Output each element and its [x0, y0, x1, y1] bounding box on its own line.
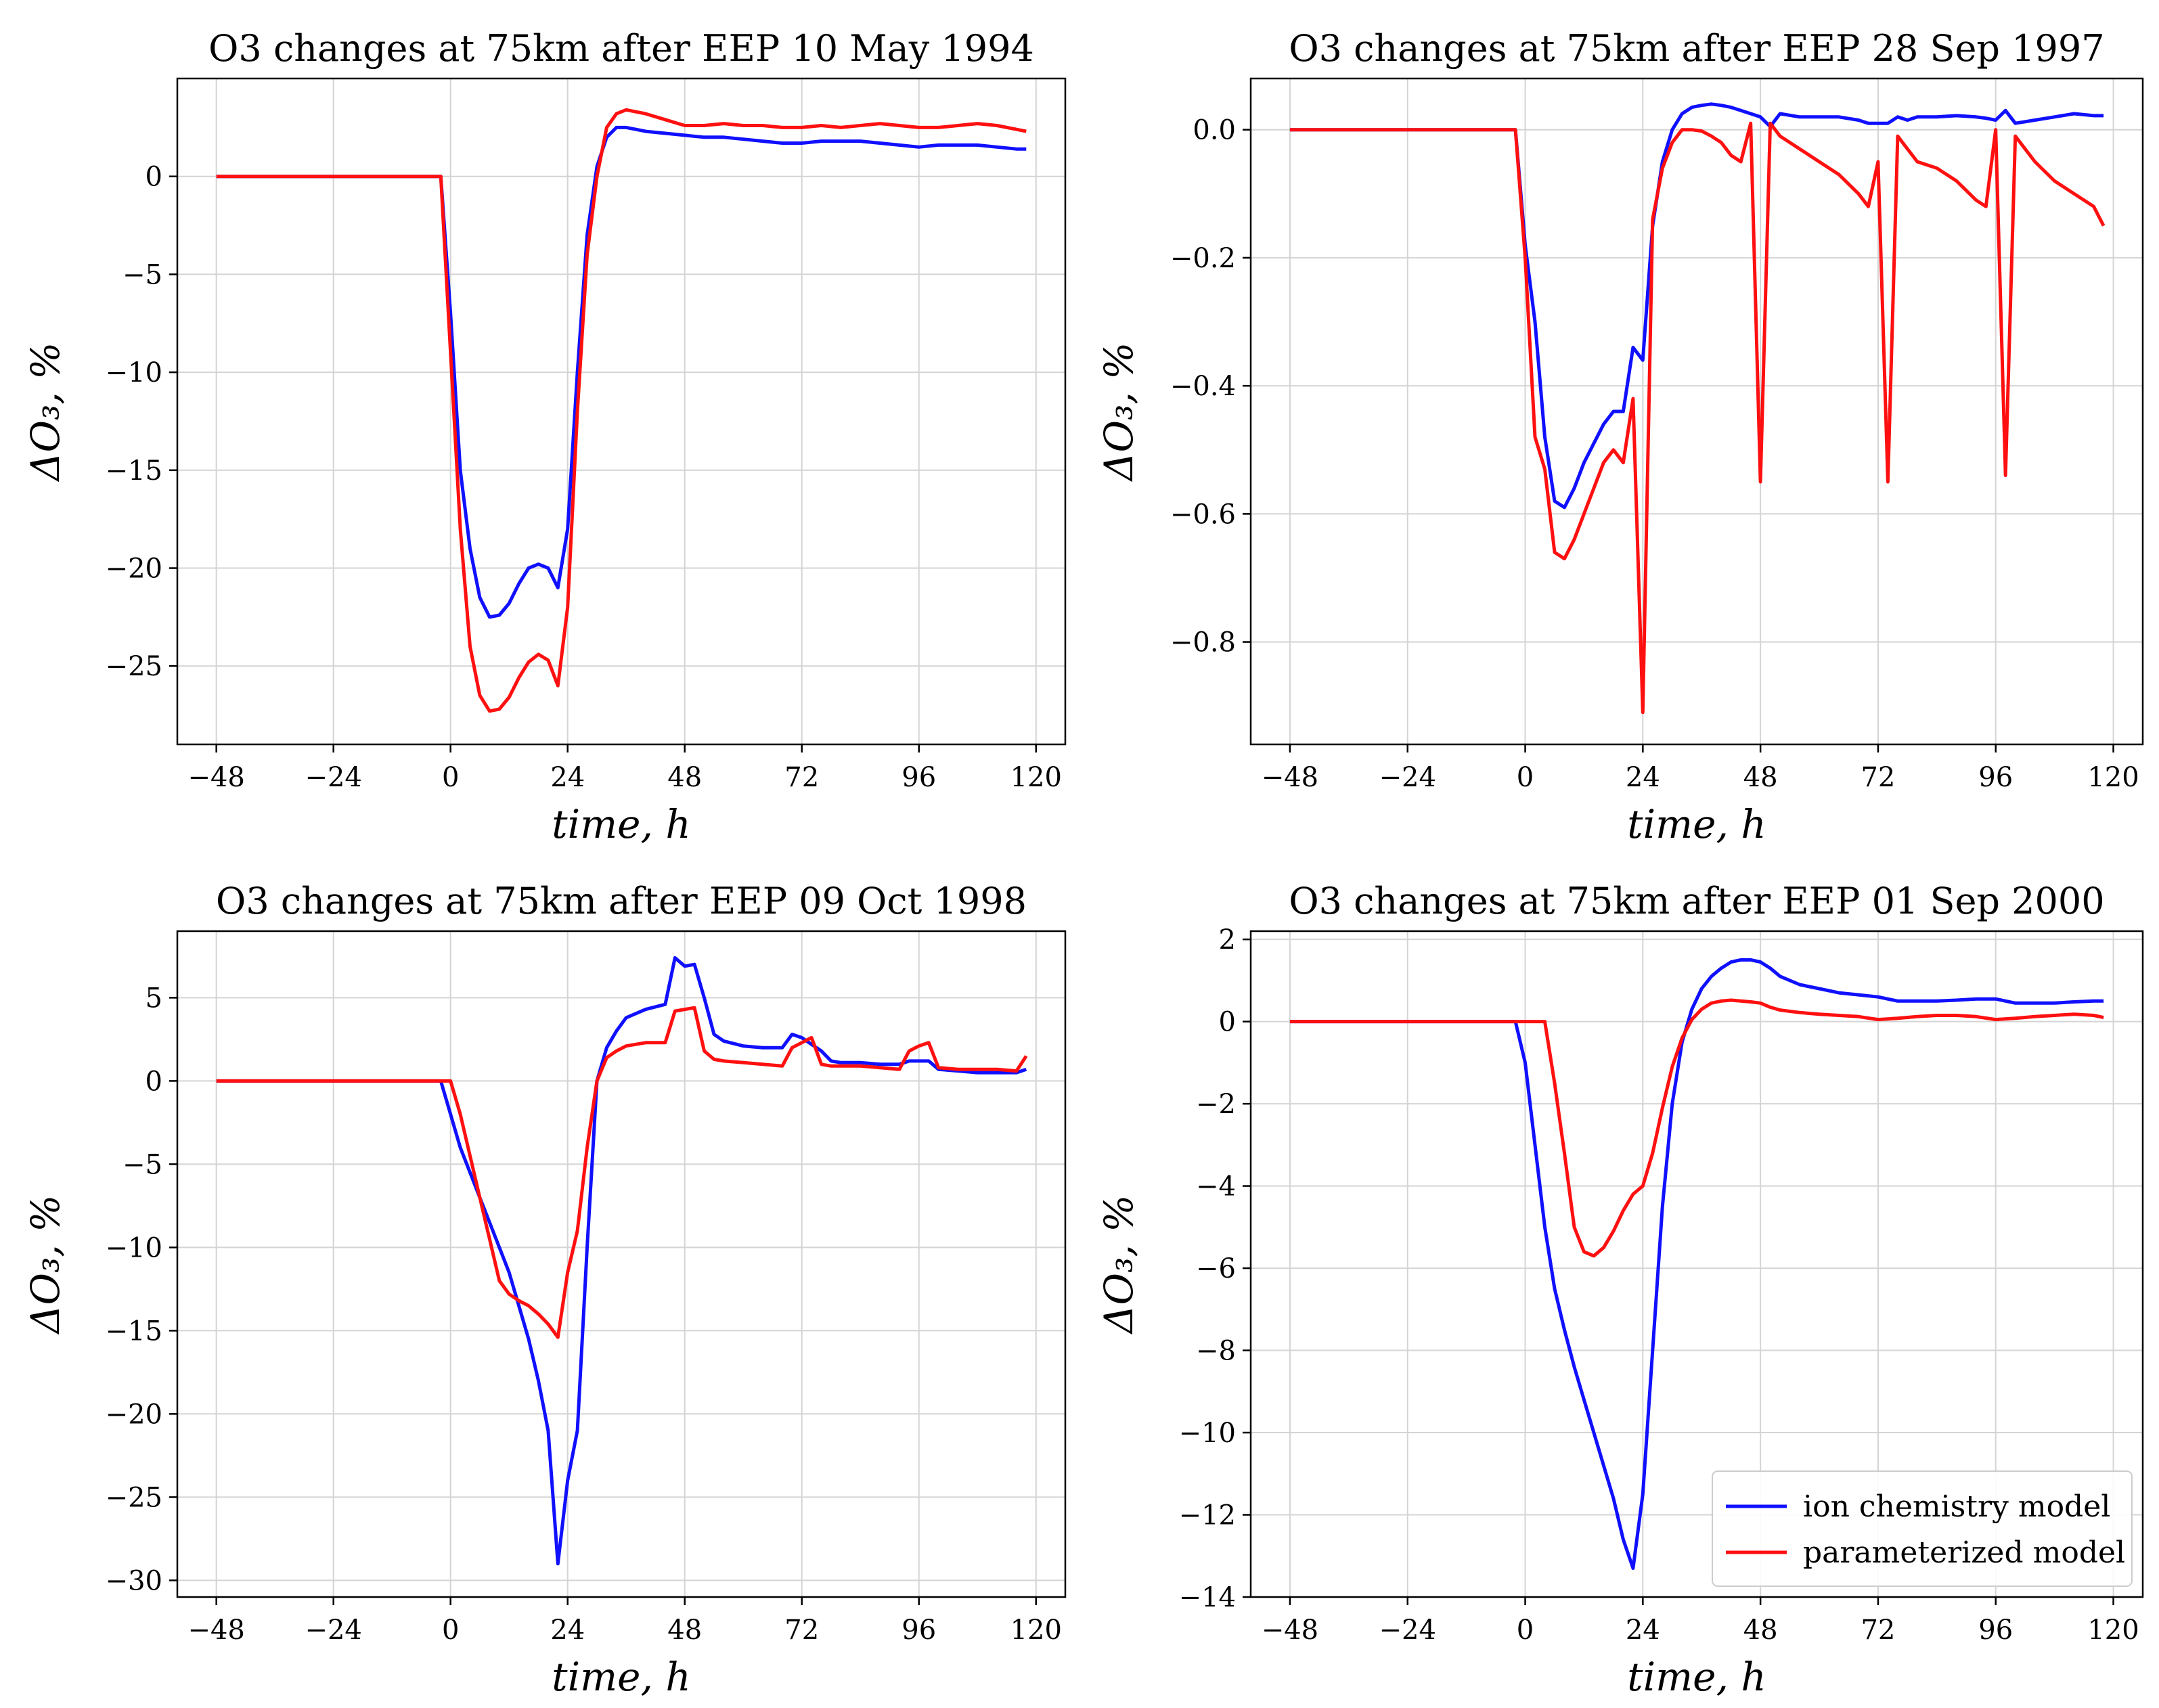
y-tick-label: −15 — [106, 455, 162, 487]
legend-label: ion chemistry model — [1803, 1489, 2110, 1524]
y-axis-label: ΔO₃, % — [22, 1195, 68, 1335]
x-tick-label: 72 — [784, 762, 819, 793]
x-axis-label: time, h — [552, 1654, 690, 1700]
x-tick-label: 72 — [1861, 762, 1895, 793]
y-tick-label: −25 — [106, 651, 162, 682]
y-tick-label: −12 — [1179, 1500, 1236, 1531]
y-tick-label: −0.4 — [1170, 371, 1236, 402]
chart-title: O3 changes at 75km after EEP 09 Oct 1998 — [216, 880, 1027, 922]
series-line-ion-chemistry — [216, 125, 1027, 619]
y-tick-label: −5 — [123, 259, 162, 290]
axes-frame — [176, 930, 1067, 1598]
x-tick-label: 24 — [1626, 1615, 1660, 1646]
y-tick-label: −5 — [123, 1149, 162, 1180]
x-tick-label: 48 — [1743, 1615, 1778, 1646]
y-tick-label: −6 — [1196, 1253, 1236, 1284]
y-tick-label: −2 — [1196, 1089, 1236, 1120]
y-tick-label: −10 — [106, 1232, 162, 1263]
x-tick-label: −24 — [1379, 1615, 1436, 1646]
x-tick-label: 120 — [2087, 1615, 2139, 1646]
x-tick-label: 120 — [2087, 762, 2139, 793]
series-line-parameterized — [1289, 998, 2104, 1258]
series-line-ion-chemistry — [1289, 958, 2104, 1570]
x-tick-label: 96 — [1978, 1615, 2013, 1646]
subplot-3: −48 −24 0 24 48 72 96 120 5 0 −5 −10 −15 −20 −25 −30 O3 … — [22, 880, 1067, 1700]
y-axis-label: ΔO₃, % — [1096, 342, 1142, 482]
chart-title: O3 changes at 75km after EEP 28 Sep 1997 — [1289, 27, 2104, 70]
y-tick-label: −0.2 — [1170, 243, 1236, 274]
y-tick-label: 0.0 — [1193, 115, 1236, 146]
y-tick-label: −4 — [1196, 1171, 1236, 1203]
y-tick-label: 0 — [146, 1066, 162, 1097]
x-tick-label: −48 — [187, 1615, 244, 1646]
y-tick-label: −10 — [1179, 1418, 1236, 1449]
legend-box — [1712, 1470, 2133, 1587]
x-tick-label: −24 — [305, 1615, 361, 1646]
subplot-2: −48 −24 0 24 48 72 96 120 0.0 −0.2 −0.4 −0.6 −0.8 O3 … — [1096, 27, 2144, 847]
subplot-1: −48 −24 0 24 48 72 96 120 0 −5 −10 −15 −20 −25 O3 chan… — [22, 27, 1067, 847]
series-line-parameterized — [216, 108, 1027, 713]
x-axis-label: time, h — [1627, 1654, 1766, 1700]
y-tick-label: −20 — [106, 554, 162, 585]
series-line-ion-chemistry — [216, 956, 1027, 1566]
legend: ion chemistry model parameterized model — [1712, 1470, 2133, 1587]
x-tick-label: −48 — [1262, 1615, 1318, 1646]
x-tick-label: 24 — [550, 762, 585, 793]
x-tick-label: 24 — [1626, 762, 1660, 793]
axes-frame — [176, 77, 1067, 746]
x-tick-label: 72 — [784, 1615, 819, 1646]
x-tick-label: 120 — [1010, 1615, 1062, 1646]
x-tick-label: −48 — [1262, 762, 1318, 793]
x-tick-label: 24 — [550, 1615, 585, 1646]
y-axis-label: ΔO₃, % — [1096, 1195, 1142, 1335]
y-tick-label: −0.8 — [1170, 627, 1236, 658]
y-tick-label: −0.6 — [1170, 499, 1236, 530]
x-axis-label: time, h — [1627, 801, 1766, 847]
subplot-4: −48 −24 0 24 48 72 96 120 2 0 −2 −4 −6 −8 −10 −12 −14 O3 … — [1096, 880, 2144, 1700]
x-tick-label: 96 — [902, 762, 936, 793]
x-tick-label: −48 — [187, 762, 244, 793]
x-tick-label: 96 — [1978, 762, 2013, 793]
series-line-ion-chemistry — [1289, 102, 2104, 510]
legend-label: parameterized model — [1803, 1535, 2125, 1570]
x-tick-label: 48 — [667, 1615, 702, 1646]
series-line-parameterized — [1289, 121, 2106, 715]
chart-title: O3 changes at 75km after EEP 10 May 1994 — [208, 27, 1034, 70]
y-tick-label: −10 — [106, 357, 162, 388]
y-tick-label: −14 — [1179, 1582, 1236, 1613]
y-tick-label: 5 — [146, 983, 162, 1014]
y-tick-label: −30 — [106, 1565, 162, 1596]
x-tick-label: 96 — [902, 1615, 936, 1646]
axes-frame — [1249, 77, 2144, 746]
chart-title: O3 changes at 75km after EEP 01 Sep 2000 — [1289, 880, 2104, 922]
x-tick-label: −24 — [305, 762, 361, 793]
y-axis-label: ΔO₃, % — [22, 342, 68, 482]
y-tick-label: 2 — [1219, 924, 1236, 956]
x-tick-label: −24 — [1379, 762, 1436, 793]
x-tick-label: 0 — [442, 762, 459, 793]
x-tick-label: 0 — [1517, 1615, 1534, 1646]
y-tick-label: −25 — [106, 1482, 162, 1513]
y-tick-label: −20 — [106, 1399, 162, 1430]
axes-frame — [1249, 930, 2144, 1598]
x-tick-label: 48 — [1743, 762, 1778, 793]
y-tick-label: 0 — [146, 162, 162, 193]
series-line-parameterized — [216, 1006, 1028, 1339]
x-tick-label: 48 — [667, 762, 702, 793]
x-axis-label: time, h — [552, 801, 690, 847]
y-tick-label: −8 — [1196, 1336, 1236, 1367]
x-tick-label: 120 — [1010, 762, 1062, 793]
x-tick-label: 0 — [442, 1615, 459, 1646]
y-tick-label: −15 — [106, 1316, 162, 1347]
x-tick-label: 0 — [1517, 762, 1534, 793]
x-tick-label: 72 — [1861, 1615, 1895, 1646]
y-tick-label: 0 — [1219, 1007, 1236, 1038]
